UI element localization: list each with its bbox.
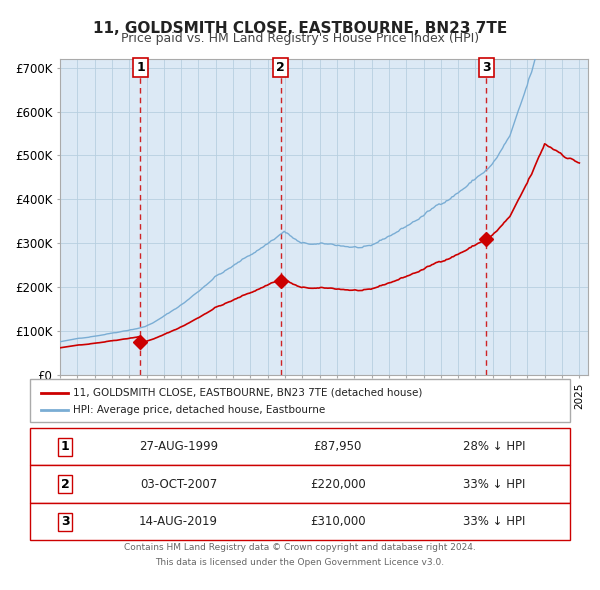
Text: £220,000: £220,000: [310, 477, 365, 491]
Text: 1: 1: [61, 440, 70, 453]
Text: 11, GOLDSMITH CLOSE, EASTBOURNE, BN23 7TE (detached house): 11, GOLDSMITH CLOSE, EASTBOURNE, BN23 7T…: [73, 388, 422, 398]
Text: 28% ↓ HPI: 28% ↓ HPI: [463, 440, 526, 453]
Text: 3: 3: [482, 61, 491, 74]
Text: £87,950: £87,950: [314, 440, 362, 453]
Text: This data is licensed under the Open Government Licence v3.0.: This data is licensed under the Open Gov…: [155, 558, 445, 567]
Text: 33% ↓ HPI: 33% ↓ HPI: [463, 477, 526, 491]
Text: 33% ↓ HPI: 33% ↓ HPI: [463, 515, 526, 528]
Text: 03-OCT-2007: 03-OCT-2007: [140, 477, 217, 491]
Text: HPI: Average price, detached house, Eastbourne: HPI: Average price, detached house, East…: [73, 405, 325, 415]
Text: Price paid vs. HM Land Registry's House Price Index (HPI): Price paid vs. HM Land Registry's House …: [121, 32, 479, 45]
Text: 3: 3: [61, 515, 70, 528]
Text: 11, GOLDSMITH CLOSE, EASTBOURNE, BN23 7TE: 11, GOLDSMITH CLOSE, EASTBOURNE, BN23 7T…: [93, 21, 507, 35]
FancyBboxPatch shape: [30, 503, 570, 540]
Text: 2: 2: [61, 477, 70, 491]
Text: 14-AUG-2019: 14-AUG-2019: [139, 515, 218, 528]
FancyBboxPatch shape: [30, 466, 570, 503]
FancyBboxPatch shape: [30, 428, 570, 466]
Text: £310,000: £310,000: [310, 515, 365, 528]
Text: 2: 2: [277, 61, 285, 74]
Text: 1: 1: [136, 61, 145, 74]
Text: 27-AUG-1999: 27-AUG-1999: [139, 440, 218, 453]
FancyBboxPatch shape: [30, 379, 570, 422]
Text: Contains HM Land Registry data © Crown copyright and database right 2024.: Contains HM Land Registry data © Crown c…: [124, 543, 476, 552]
